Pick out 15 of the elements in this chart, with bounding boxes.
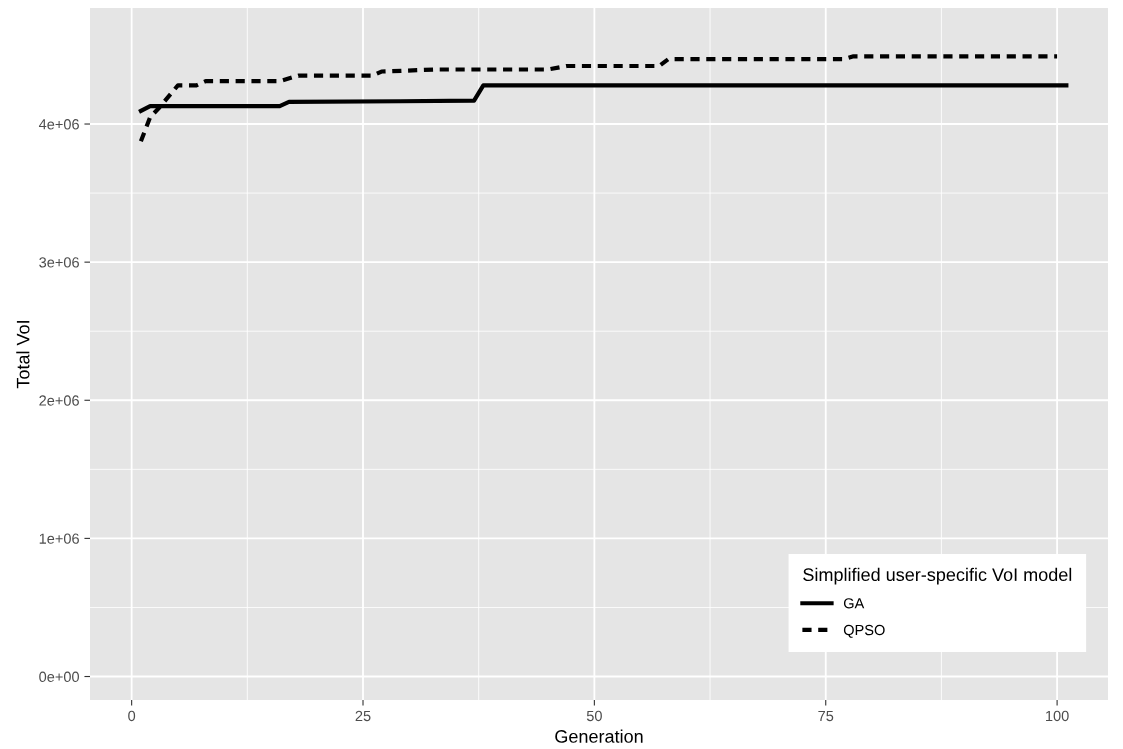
- x-tick-label: 50: [586, 710, 602, 722]
- y-axis-title: Total VoI: [16, 321, 30, 389]
- x-tick-label: 75: [818, 710, 834, 722]
- x-axis-title: Generation: [555, 729, 643, 743]
- legend-label: GA: [843, 598, 865, 609]
- y-tick-label: 3e+06: [39, 257, 79, 268]
- legend-title: Simplified user-specific VoI model: [803, 567, 1072, 585]
- y-tick-label: 1e+06: [39, 533, 79, 544]
- x-tick-label: 25: [355, 710, 371, 722]
- y-tick-label: 0e+00: [39, 671, 80, 682]
- x-tick-label: 0: [128, 710, 136, 722]
- legend-label: QPSO: [843, 624, 885, 638]
- y-tick-label: 4e+06: [38, 119, 79, 130]
- y-tick-label: 2e+06: [39, 395, 79, 406]
- x-tick-label: 100: [1046, 710, 1069, 722]
